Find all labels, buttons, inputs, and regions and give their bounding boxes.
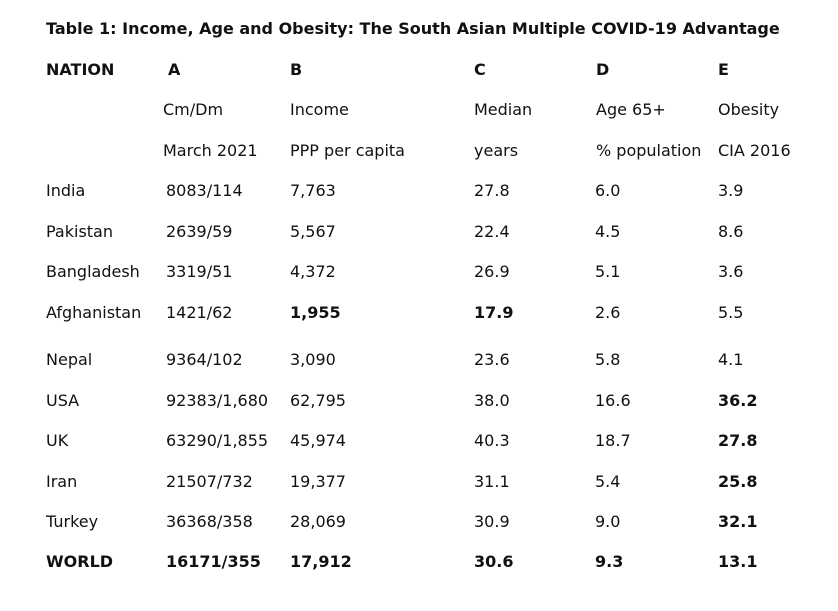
row-nation: USA: [46, 391, 80, 410]
col-a-label: Cm/Dm: [163, 100, 224, 119]
row-nation: Nepal: [46, 350, 93, 369]
col-a-sublabel: March 2021: [163, 141, 258, 160]
row-median-age: 30.9: [474, 512, 510, 531]
row-income: 4,372: [290, 262, 336, 281]
row-obesity: 25.8: [718, 472, 758, 491]
row-cm-dm: 1421/62: [166, 303, 233, 322]
row-income: 7,763: [290, 181, 336, 200]
row-obesity: 27.8: [718, 431, 758, 450]
col-header-b: B: [290, 60, 303, 79]
row-obesity: 13.1: [718, 552, 758, 571]
col-header-c: C: [474, 60, 486, 79]
row-obesity: 32.1: [718, 512, 758, 531]
col-e-label: Obesity: [718, 100, 780, 119]
row-median-age: 26.9: [474, 262, 510, 281]
row-age65: 5.8: [595, 350, 621, 369]
col-c-label: Median: [474, 100, 533, 119]
row-cm-dm: 3319/51: [166, 262, 233, 281]
row-age65: 6.0: [595, 181, 621, 200]
row-nation: UK: [46, 431, 69, 450]
row-nation: Afghanistan: [46, 303, 142, 322]
row-obesity: 5.5: [718, 303, 744, 322]
row-nation: Turkey: [46, 512, 99, 531]
row-nation: India: [46, 181, 86, 200]
row-age65: 9.0: [595, 512, 621, 531]
row-age65: 5.4: [595, 472, 621, 491]
row-median-age: 40.3: [474, 431, 510, 450]
row-nation: Pakistan: [46, 222, 113, 241]
row-income: 45,974: [290, 431, 346, 450]
row-income: 28,069: [290, 512, 346, 531]
row-median-age: 31.1: [474, 472, 510, 491]
col-header-d: D: [596, 60, 610, 79]
row-age65: 18.7: [595, 431, 631, 450]
row-obesity: 4.1: [718, 350, 744, 369]
col-e-sublabel: CIA 2016: [718, 141, 791, 160]
row-obesity: 3.6: [718, 262, 744, 281]
row-cm-dm: 9364/102: [166, 350, 243, 369]
row-age65: 5.1: [595, 262, 621, 281]
col-header-a: A: [168, 60, 181, 79]
row-nation: Bangladesh: [46, 262, 140, 281]
row-cm-dm: 2639/59: [166, 222, 233, 241]
row-median-age: 22.4: [474, 222, 510, 241]
row-age65: 9.3: [595, 552, 624, 571]
col-d-label: Age 65+: [596, 100, 666, 119]
row-median-age: 17.9: [474, 303, 514, 322]
row-income: 19,377: [290, 472, 346, 491]
row-obesity: 8.6: [718, 222, 744, 241]
col-b-label: Income: [290, 100, 349, 119]
row-median-age: 30.6: [474, 552, 514, 571]
row-cm-dm: 21507/732: [166, 472, 253, 491]
row-nation: Iran: [46, 472, 78, 491]
row-age65: 2.6: [595, 303, 621, 322]
col-c-sublabel: years: [474, 141, 519, 160]
col-header-e: E: [718, 60, 729, 79]
row-age65: 16.6: [595, 391, 631, 410]
row-cm-dm: 92383/1,680: [166, 391, 269, 410]
row-median-age: 27.8: [474, 181, 510, 200]
row-nation: WORLD: [46, 552, 114, 571]
row-obesity: 36.2: [718, 391, 758, 410]
row-income: 5,567: [290, 222, 336, 241]
table-title: Table 1: Income, Age and Obesity: The So…: [46, 19, 780, 38]
row-income: 17,912: [290, 552, 352, 571]
row-cm-dm: 8083/114: [166, 181, 243, 200]
row-income: 1,955: [290, 303, 341, 322]
row-age65: 4.5: [595, 222, 621, 241]
row-cm-dm: 36368/358: [166, 512, 253, 531]
row-median-age: 23.6: [474, 350, 510, 369]
row-income: 3,090: [290, 350, 336, 369]
row-cm-dm: 16171/355: [166, 552, 261, 571]
row-income: 62,795: [290, 391, 346, 410]
col-header-nation: NATION: [46, 60, 115, 79]
col-d-sublabel: % population: [596, 141, 702, 160]
row-obesity: 3.9: [718, 181, 744, 200]
row-median-age: 38.0: [474, 391, 510, 410]
col-b-sublabel: PPP per capita: [290, 141, 405, 160]
row-cm-dm: 63290/1,855: [166, 431, 269, 450]
